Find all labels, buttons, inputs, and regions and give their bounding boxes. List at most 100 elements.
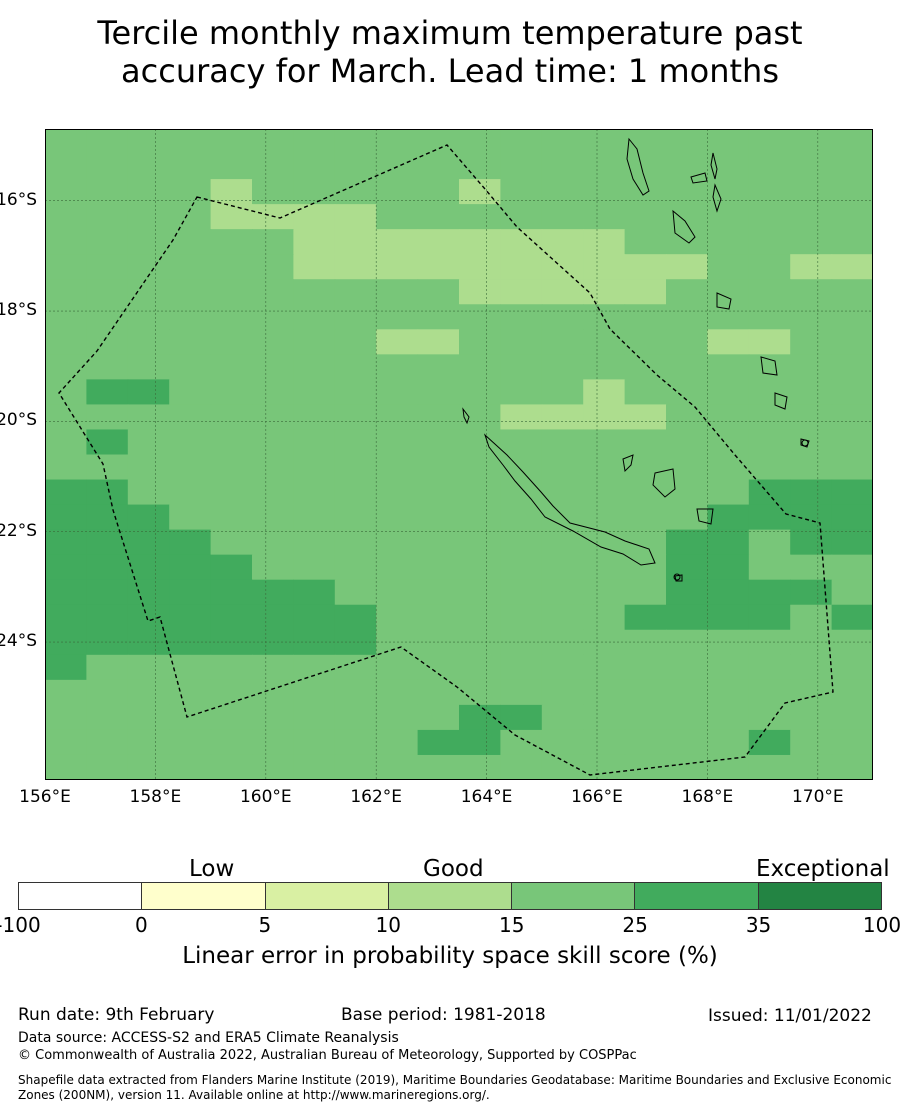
- grid-cell: [376, 754, 419, 780]
- map-gridlines: [45, 129, 873, 780]
- grid-cell: [500, 379, 543, 406]
- grid-cell: [831, 229, 873, 255]
- grid-cell: [790, 154, 833, 180]
- grid-cell: [624, 529, 667, 556]
- grid-cell: [45, 204, 87, 230]
- grid-cell: [210, 429, 253, 456]
- grid-cell: [86, 154, 129, 180]
- grid-cell: [624, 354, 667, 380]
- grid-cell: [86, 404, 129, 431]
- grid-cell: [541, 229, 584, 255]
- grid-cell: [459, 629, 501, 656]
- grid-cell: [831, 754, 873, 780]
- grid-cell: [541, 679, 584, 706]
- grid-cell: [169, 554, 212, 581]
- grid-cell: [624, 229, 667, 255]
- grid-cell: [748, 204, 791, 230]
- grid-cell: [831, 479, 873, 506]
- grid-cell: [459, 754, 501, 780]
- grid-cell: [583, 254, 626, 280]
- colorbar-tick-label: 25: [622, 913, 648, 937]
- grid-cell: [666, 379, 708, 406]
- grid-cell: [376, 454, 419, 481]
- grid-cell: [252, 429, 294, 456]
- grid-cell: [831, 329, 873, 355]
- grid-cell: [376, 279, 419, 305]
- grid-cell: [831, 404, 873, 431]
- grid-cell: [583, 379, 626, 406]
- grid-cell: [500, 404, 543, 431]
- grid-cell: [748, 154, 791, 180]
- grid-cell: [583, 154, 626, 180]
- grid-cell: [583, 679, 626, 706]
- grid-cell: [169, 254, 212, 280]
- grid-cell: [86, 579, 129, 606]
- grid-cell: [583, 204, 626, 230]
- grid-cell: [624, 479, 667, 506]
- grid-cell: [252, 154, 294, 180]
- colorbar-segment: [19, 883, 143, 909]
- grid-cell: [666, 479, 708, 506]
- grid-cell: [500, 204, 543, 230]
- grid-cell: [127, 729, 170, 756]
- grid-cell: [417, 454, 460, 481]
- grid-cell: [500, 754, 543, 780]
- grid-cell: [127, 204, 170, 230]
- grid-cell: [417, 229, 460, 255]
- grid-cell: [417, 729, 460, 756]
- grid-cell: [293, 479, 336, 506]
- grid-cell: [86, 279, 129, 305]
- grid-cell: [707, 379, 750, 406]
- grid-cell: [500, 279, 543, 305]
- grid-cell: [831, 654, 873, 681]
- grid-cell: [500, 504, 543, 531]
- vanuatu-ambae: [690, 172, 708, 184]
- grid-cell: [127, 229, 170, 255]
- grid-cell: [86, 529, 129, 556]
- grid-cell: [376, 229, 419, 255]
- grid-cell: [707, 404, 750, 431]
- grid-cell: [666, 154, 708, 180]
- grid-cell: [748, 354, 791, 380]
- grid-cell: [417, 479, 460, 506]
- grid-cell: [417, 279, 460, 305]
- grid-cell: [417, 679, 460, 706]
- vanuatu-espiritu-santo: [626, 137, 650, 196]
- grid-cell: [748, 379, 791, 406]
- grid-cell: [252, 304, 294, 330]
- grid-cell: [293, 504, 336, 531]
- loyalty-island-mare: [696, 508, 714, 525]
- grid-cell: [459, 304, 501, 330]
- grid-cell: [293, 454, 336, 481]
- grid-cell: [541, 654, 584, 681]
- latitude-tick-label: 16°S: [0, 189, 37, 210]
- grid-cell: [127, 629, 170, 656]
- grid-cell: [707, 704, 750, 731]
- grid-cell: [127, 329, 170, 355]
- grid-cell: [666, 754, 708, 780]
- grid-cell: [748, 254, 791, 280]
- grid-cell: [334, 754, 377, 780]
- grid-cell: [210, 454, 253, 481]
- grid-cell: [707, 429, 750, 456]
- vanuatu-pentecost: [712, 183, 722, 213]
- colorbar-segment: [635, 883, 759, 909]
- grid-cell: [210, 479, 253, 506]
- grid-cell: [666, 579, 708, 606]
- grid-cell: [45, 604, 87, 631]
- grid-cell: [541, 704, 584, 731]
- grid-cell: [748, 279, 791, 305]
- grid-cell: [45, 479, 87, 506]
- grid-cell: [831, 504, 873, 531]
- grid-cell: [293, 679, 336, 706]
- longitude-tick-label: 166°E: [571, 787, 623, 807]
- grid-cell: [376, 679, 419, 706]
- grid-cell: [624, 154, 667, 180]
- grid-cell: [790, 129, 833, 155]
- grid-cell: [666, 279, 708, 305]
- latitude-tick-label: 24°S: [0, 631, 37, 652]
- base-period: Base period: 1981-2018: [341, 1005, 546, 1025]
- grid-cell: [376, 479, 419, 506]
- grid-cell: [417, 254, 460, 280]
- grid-cell: [86, 204, 129, 230]
